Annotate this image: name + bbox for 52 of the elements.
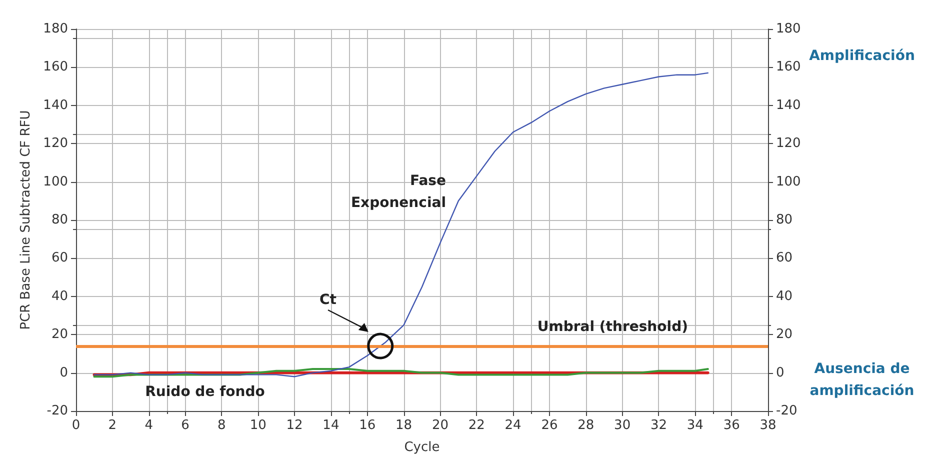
text: Ausencia de amplificación (810, 361, 914, 399)
y-tick-label: 100 (43, 174, 68, 190)
annotation: Ruido de fondo (145, 384, 266, 400)
y-tick-label: 40 (51, 288, 68, 304)
x-tick-label: 20 (432, 418, 448, 433)
x-tick-label: 6 (181, 418, 190, 433)
x-tick-label: 34 (686, 418, 704, 433)
x-tick-label: 26 (541, 418, 558, 433)
x-tick-label: 8 (218, 418, 226, 433)
x-axis-title: Cycle (404, 440, 440, 455)
y-tick-label: 140 (43, 98, 68, 113)
x-tick-label: 18 (396, 418, 412, 433)
x-tick-label: 36 (723, 418, 740, 433)
y-tick-label: 0 (60, 365, 68, 380)
y-tick-label: 20 (51, 327, 68, 342)
line-series (93, 368, 709, 378)
x-tick-label: 22 (468, 418, 485, 433)
line-series (94, 72, 709, 378)
y-tick-label: 120 (43, 136, 68, 152)
y2-tick-label: 180 (776, 22, 801, 36)
ref-line-label: Umbral (threshold) (537, 319, 688, 336)
x-tick-label: 32 (650, 418, 668, 433)
x-tick-label: 2 (108, 418, 117, 433)
y-tick-label: 60 (51, 250, 68, 266)
x-tick-label: 30 (614, 418, 631, 433)
x-tick-label: 28 (578, 418, 594, 433)
y2-tick-label: 20 (776, 327, 793, 342)
y2-tick-label: 40 (776, 288, 793, 304)
x-tick-label: 4 (144, 418, 153, 433)
annotation: Fase Exponencial (350, 173, 446, 211)
y-tick-label: 180 (43, 22, 68, 36)
x-tick-label: 16 (359, 418, 376, 433)
x-tick-label: 14 (322, 418, 340, 433)
y2-tick-label: 100 (776, 174, 801, 190)
y2-tick-label: 0 (776, 365, 784, 380)
x-tick-label: 0 (72, 418, 80, 433)
y-tick-label: 80 (51, 212, 68, 228)
x-tick-label: 38 (760, 418, 776, 433)
text: Amplificación (809, 48, 915, 64)
y2-tick-label: -20 (776, 404, 798, 418)
y2-tick-label: 60 (776, 250, 793, 266)
y2-tick-label: 160 (776, 60, 801, 75)
x-tick-label: 10 (250, 418, 266, 433)
y-axis-title: PCR Base Line Subtracted CF RFU (18, 110, 34, 330)
y-tick-label: -20 (46, 404, 68, 418)
y2-tick-label: 140 (776, 98, 801, 113)
y-tick-label: 160 (43, 60, 68, 75)
annotation: Ct (320, 292, 337, 308)
x-tick-label: 24 (504, 418, 522, 433)
y2-tick-label: 120 (776, 136, 801, 152)
x-tick-label: 12 (286, 418, 303, 433)
y2-tick-label: 80 (776, 212, 793, 228)
